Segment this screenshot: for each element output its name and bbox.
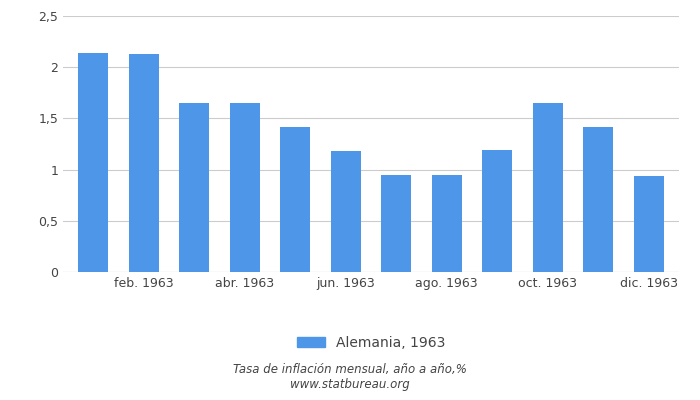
Bar — [280, 126, 310, 272]
Bar — [179, 103, 209, 272]
Bar — [330, 151, 361, 272]
Bar — [230, 103, 260, 272]
Text: www.statbureau.org: www.statbureau.org — [290, 378, 410, 391]
Bar — [482, 150, 512, 272]
Text: Tasa de inflación mensual, año a año,%: Tasa de inflación mensual, año a año,% — [233, 364, 467, 376]
Bar — [381, 175, 412, 272]
Legend: Alemania, 1963: Alemania, 1963 — [291, 330, 451, 355]
Bar — [583, 126, 613, 272]
Bar — [634, 176, 664, 272]
Bar — [432, 175, 462, 272]
Bar — [533, 103, 563, 272]
Bar — [78, 53, 108, 272]
Bar — [129, 54, 159, 272]
